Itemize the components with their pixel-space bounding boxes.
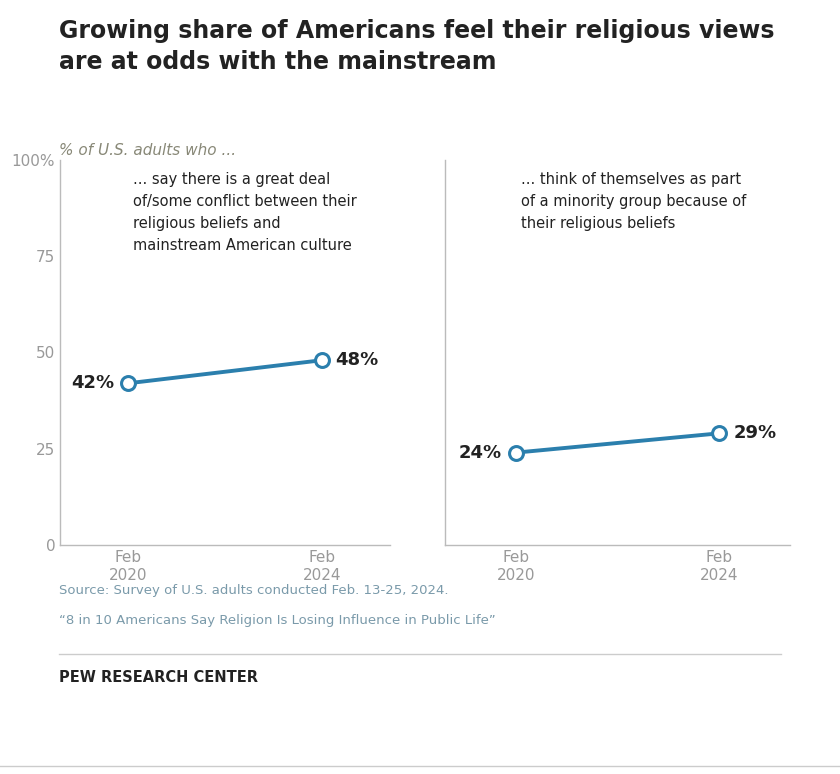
Text: 24%: 24% [459,444,501,461]
Text: ... think of themselves as part
of a minority group because of
their religious b: ... think of themselves as part of a min… [521,172,746,231]
Text: PEW RESEARCH CENTER: PEW RESEARCH CENTER [59,670,258,684]
Text: “8 in 10 Americans Say Religion Is Losing Influence in Public Life”: “8 in 10 Americans Say Religion Is Losin… [59,614,496,627]
Text: 42%: 42% [71,375,114,392]
Text: 48%: 48% [336,351,379,369]
Text: ... say there is a great deal
of/some conflict between their
religious beliefs a: ... say there is a great deal of/some co… [133,172,356,253]
Text: Growing share of Americans feel their religious views
are at odds with the mains: Growing share of Americans feel their re… [59,19,774,74]
Text: % of U.S. adults who ...: % of U.S. adults who ... [59,143,236,158]
Text: Source: Survey of U.S. adults conducted Feb. 13-25, 2024.: Source: Survey of U.S. adults conducted … [59,584,449,598]
Text: 29%: 29% [733,424,776,443]
